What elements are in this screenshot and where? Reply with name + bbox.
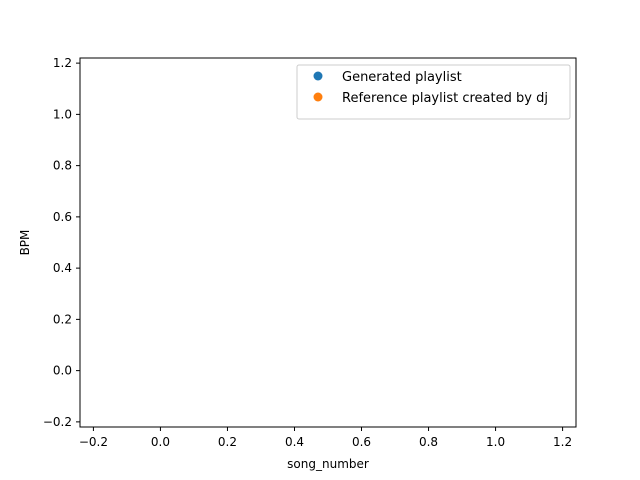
x-tick-label: 0.0	[151, 435, 170, 449]
legend-label-series-1: Reference playlist created by dj	[342, 91, 548, 106]
x-tick-label: 0.8	[419, 435, 438, 449]
y-tick-label: 0.0	[53, 364, 72, 378]
legend-box	[296, 64, 571, 120]
y-tick-label: 0.8	[53, 159, 72, 173]
x-axis-label: song_number	[287, 457, 369, 471]
y-tick-label: 1.2	[53, 56, 72, 70]
x-axis-ticks: −0.2 0.0 0.2 0.4 0.6 0.8 1.0 1.2	[79, 427, 572, 449]
axes-frame	[79, 57, 577, 428]
y-tick-label: 0.6	[53, 210, 72, 224]
x-tick-label: 1.2	[553, 435, 572, 449]
legend-label-series-0: Generated playlist	[342, 70, 462, 85]
legend: Generated playlist Reference playlist cre…	[296, 64, 571, 120]
y-axis-ticks: −0.2 0.0 0.2 0.4 0.6 0.8 1.0 1.2	[43, 56, 80, 429]
x-tick-label: 0.4	[285, 435, 304, 449]
y-tick-label: 1.0	[53, 107, 72, 121]
y-axis-label: BPM	[18, 230, 32, 256]
x-tick-label: 0.2	[218, 435, 237, 449]
x-tick-label: 1.0	[486, 435, 505, 449]
y-tick-label: −0.2	[43, 415, 72, 429]
x-tick-label: −0.2	[79, 435, 108, 449]
x-tick-label: 0.6	[352, 435, 371, 449]
legend-marker-series-0	[313, 71, 323, 81]
legend-marker-series-1	[313, 92, 323, 102]
y-tick-label: 0.4	[53, 261, 72, 275]
y-tick-label: 0.2	[53, 312, 72, 326]
